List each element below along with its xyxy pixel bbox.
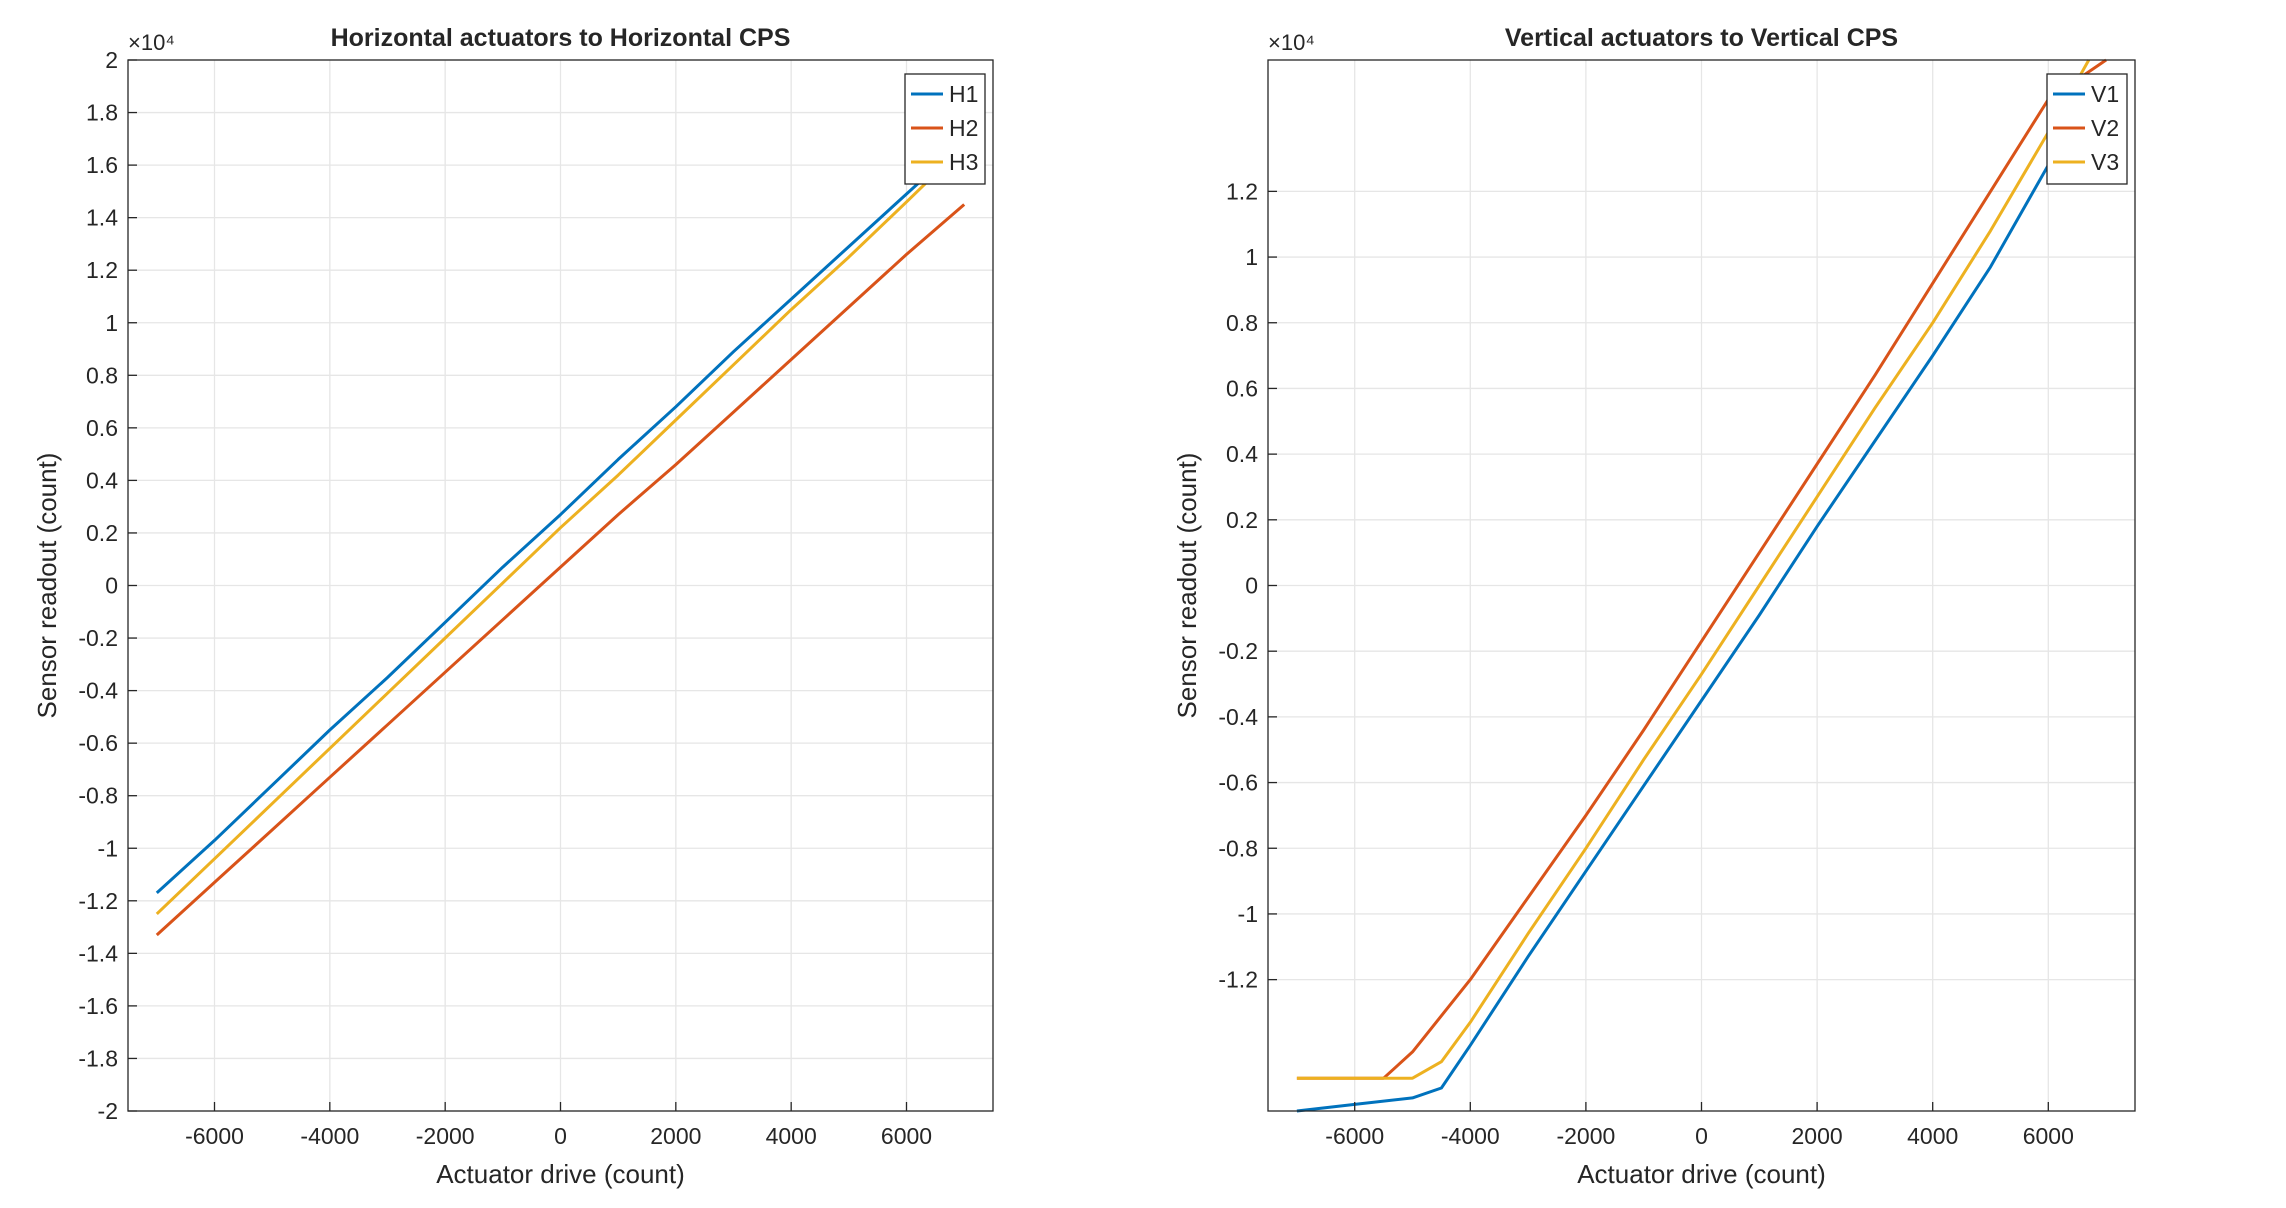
- series-line-v1: [1296, 82, 2108, 1113]
- y-axis-label: Sensor readout (count): [32, 453, 62, 719]
- y-tick-label: -0.8: [1218, 835, 1258, 861]
- y-tick-label: -1.6: [78, 993, 118, 1019]
- y-tick-label: 0.8: [1226, 310, 1258, 336]
- y-tick-label: 1.4: [86, 205, 118, 231]
- series-line-v3: [1296, 59, 2091, 1080]
- legend: H1 H2 H3: [904, 73, 986, 185]
- y-tick-label: -1.2: [1218, 967, 1258, 993]
- y-tick-label: -0.4: [78, 678, 118, 704]
- x-tick-label: 2000: [650, 1123, 701, 1149]
- y-axis-ticks: -1.2 -1 -0.8 -0.6 -0.4 -0.2 0 0.2 0.4 0.6 0.8 1 1.2: [1218, 178, 1277, 993]
- y-tick-label: 2: [105, 47, 118, 73]
- chart-title: Vertical actuators to Vertical CPS: [1505, 24, 1898, 52]
- x-tick-label: 6000: [881, 1123, 932, 1149]
- legend-label: V3: [2091, 149, 2119, 175]
- x-tick-label: -4000: [1441, 1123, 1500, 1149]
- y-tick-label: 0: [105, 573, 118, 599]
- x-axis-ticks: -6000 -4000 -2000 0 2000 4000 6000: [1325, 1102, 2074, 1149]
- y-tick-label: 0.2: [1226, 507, 1258, 533]
- x-tick-label: 0: [554, 1123, 567, 1149]
- y-tick-label: -1.8: [78, 1045, 118, 1071]
- y-tick-label: 0.4: [86, 467, 118, 493]
- y-axis-label: Sensor readout (count): [1172, 453, 1202, 719]
- x-axis-ticks: -6000 -4000 -2000 0 2000 4000 6000: [185, 1102, 932, 1149]
- x-tick-label: 4000: [766, 1123, 817, 1149]
- y-tick-label: 1.6: [86, 152, 118, 178]
- legend-label: H1: [949, 81, 978, 107]
- y-tick-label: 1: [105, 310, 118, 336]
- legend: V1 V2 V3: [2046, 73, 2128, 185]
- grid: [128, 59, 993, 1112]
- x-axis-label: Actuator drive (count): [1577, 1159, 1826, 1189]
- x-tick-label: -2000: [1556, 1123, 1615, 1149]
- x-axis-label: Actuator drive (count): [436, 1159, 685, 1189]
- x-tick-label: -2000: [416, 1123, 475, 1149]
- y-tick-label: -1.2: [78, 888, 118, 914]
- grid: [1268, 60, 2135, 1111]
- y-tick-label: -1: [1238, 901, 1258, 927]
- y-tick-label: 0.2: [86, 520, 118, 546]
- legend-label: H2: [949, 115, 978, 141]
- series-line-v2: [1296, 58, 2107, 1080]
- series-lines: [1296, 58, 2108, 1113]
- series-line-h3: [155, 156, 954, 915]
- y-tick-label: -0.4: [1218, 704, 1258, 730]
- x-tick-label: 0: [1695, 1123, 1708, 1149]
- y-exponent-label: ×10⁴: [1268, 30, 1315, 55]
- x-tick-label: -6000: [1325, 1123, 1384, 1149]
- legend-label: V1: [2091, 81, 2119, 107]
- y-tick-label: -0.2: [78, 625, 118, 651]
- x-tick-label: 4000: [1907, 1123, 1958, 1149]
- series-lines: [155, 150, 966, 937]
- x-tick-label: -6000: [185, 1123, 244, 1149]
- y-tick-label: 1.2: [1226, 178, 1258, 204]
- y-tick-label: -0.8: [78, 783, 118, 809]
- legend-label: V2: [2091, 115, 2119, 141]
- y-tick-label: -1.4: [78, 940, 118, 966]
- y-tick-label: -0.6: [78, 730, 118, 756]
- series-line-h2: [155, 203, 966, 937]
- horizontal-chart-panel: -6000 -4000 -2000 0 2000 4000 6000 -2-1.8-1.6-…: [32, 24, 994, 1189]
- x-tick-label: -4000: [300, 1123, 359, 1149]
- y-exponent-label: ×10⁴: [128, 30, 175, 55]
- y-tick-label: 0: [1245, 573, 1258, 599]
- y-tick-label: -2: [98, 1098, 118, 1124]
- y-tick-label: -0.6: [1218, 770, 1258, 796]
- x-tick-label: 2000: [1792, 1123, 1843, 1149]
- series-line-h1: [155, 150, 954, 895]
- vertical-chart-panel: -6000 -4000 -2000 0 2000 4000 6000 -1.2-1-0.8-…: [1172, 24, 2136, 1189]
- y-tick-label: -1: [98, 835, 118, 861]
- y-tick-label: 0.6: [86, 415, 118, 441]
- legend-label: H3: [949, 149, 978, 175]
- y-tick-label: 0.4: [1226, 441, 1258, 467]
- y-tick-label: 1.8: [86, 100, 118, 126]
- y-tick-label: 1.2: [86, 257, 118, 283]
- y-axis-ticks: -2 -1.8 -1.6 -1.4 -1.2 -1 -0.8 -0.6 -0.4 -0.2 0 0.2…: [78, 47, 137, 1124]
- x-tick-label: 6000: [2023, 1123, 2074, 1149]
- y-tick-label: 0.6: [1226, 375, 1258, 401]
- y-tick-label: -0.2: [1218, 638, 1258, 664]
- y-tick-label: 0.8: [86, 362, 118, 388]
- chart-title: Horizontal actuators to Horizontal CPS: [331, 24, 791, 52]
- y-tick-label: 1: [1245, 244, 1258, 270]
